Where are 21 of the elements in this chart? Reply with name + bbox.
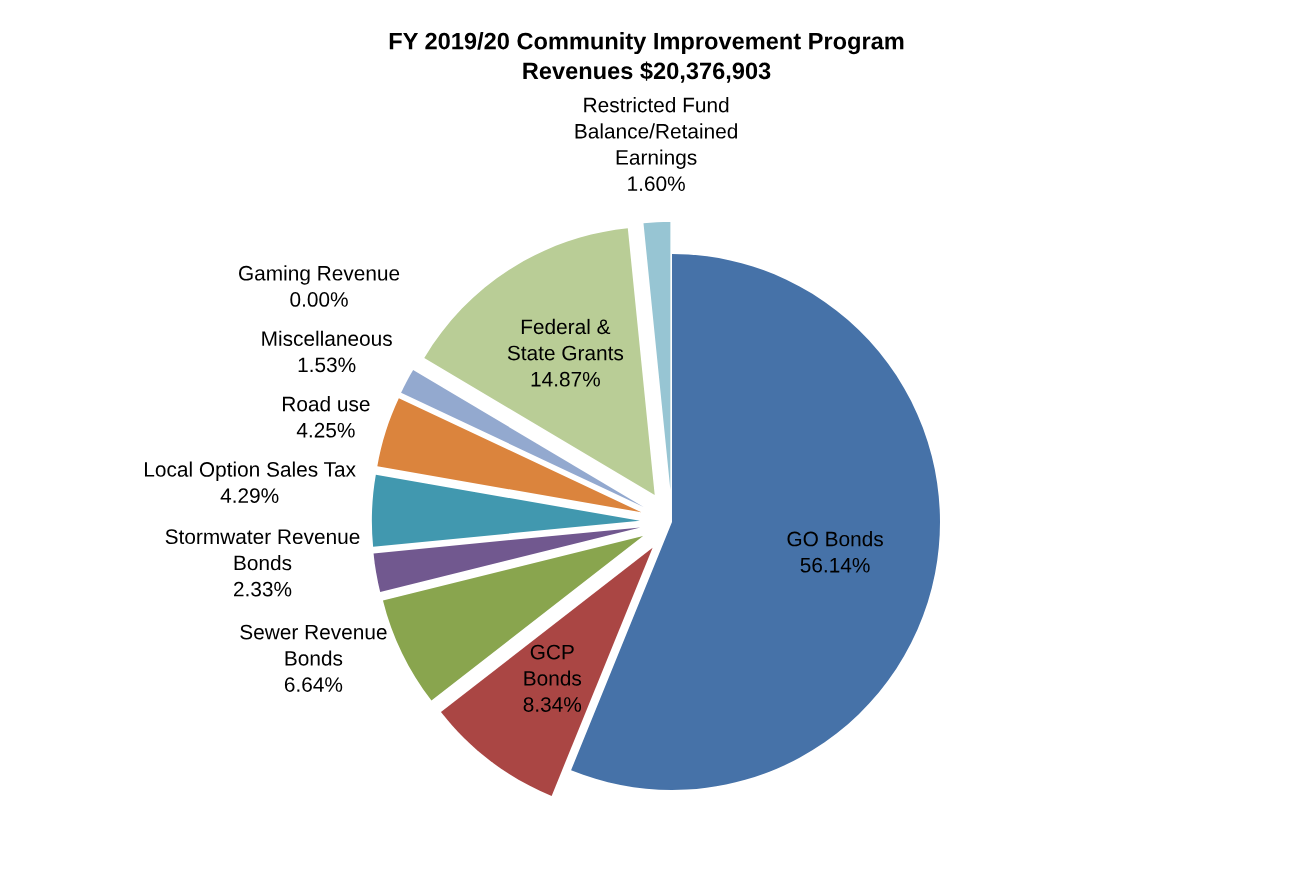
slice-label: Local Option Sales Tax [145,461,356,481]
data-label: 56.14% [800,557,870,573]
chart-title: FY 2019/20 Community Improvement Program Revenues $20,376,903 [389,32,904,83]
category-label: Gaming Revenue [239,265,400,285]
data-label: 14.87% [531,371,600,387]
slice-label: Sewer Revenue Bonds [240,624,387,666]
data-label: 4.29% [220,488,279,503]
slice-label: Restricted Fund Balance/Retained Earnings [575,97,738,169]
slice-label: Federal & State Grants [507,318,624,361]
data-label: 1.53% [298,357,356,373]
slice-label: GO Bonds [787,531,883,547]
slice-label: Road use [283,396,370,412]
text: 0.00% [290,292,348,307]
data-label: 1.60% [628,176,685,192]
data-label: 6.64% [284,677,343,692]
data-label: 2.33% [234,581,292,597]
slice-label: Stormwater Revenue Bonds [165,529,360,571]
data-label: 8.34% [523,697,582,712]
slice-label: GCP Bonds [524,644,582,686]
data-label: 4.25% [296,422,355,438]
slice-label: Miscellaneous [262,330,392,347]
